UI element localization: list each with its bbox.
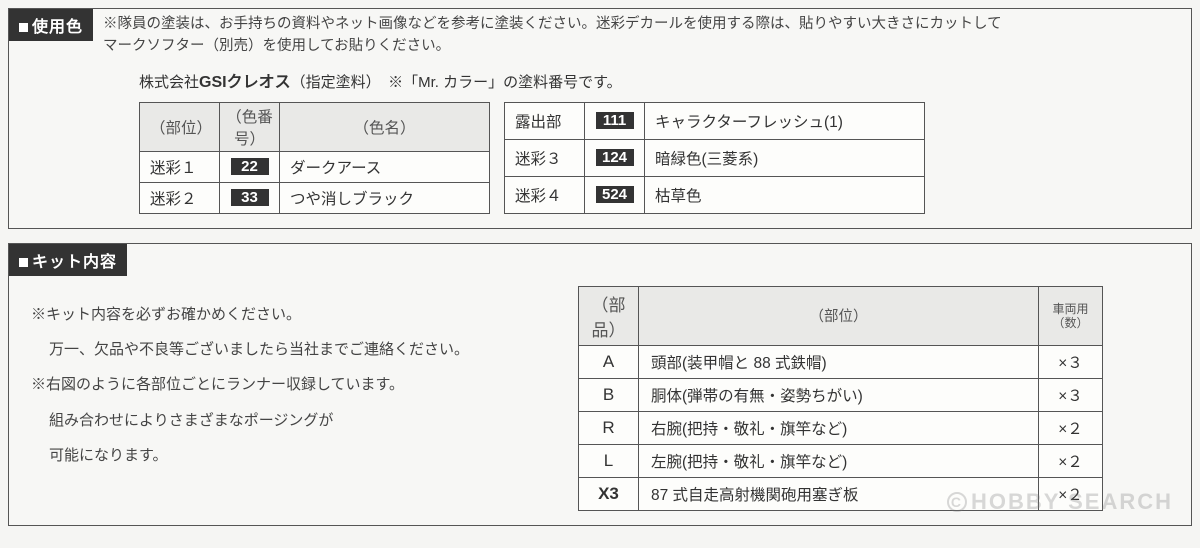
section-header: 使用色 ※隊員の塗装は、お手持ちの資料やネット画像などを参考に塗装ください。迷彩… <box>9 9 1191 58</box>
note-line-1: ※隊員の塗装は、お手持ちの資料やネット画像などを参考に塗装ください。迷彩デカール… <box>103 16 1002 32</box>
table-row: 迷彩４ 524 枯草色 <box>505 176 925 213</box>
section-kit: キット内容 ※キット内容を必ずお確かめください。 万一、欠品や不良等ございました… <box>8 243 1192 526</box>
table-row: R 右腕(把持・敬礼・旗竿など) ×２ <box>579 411 1103 444</box>
cell-pid: X3 <box>579 477 639 510</box>
kit-p1: ※キット内容を必ずお確かめください。 <box>31 300 558 329</box>
cell-num: 33 <box>220 182 280 213</box>
section-note: ※隊員の塗装は、お手持ちの資料やネット画像などを参考に塗装ください。迷彩デカール… <box>103 9 1191 58</box>
num-box: 22 <box>231 158 269 175</box>
table-row: B 胴体(弾帯の有無・姿勢ちがい) ×３ <box>579 378 1103 411</box>
cell-part: 迷彩２ <box>140 182 220 213</box>
section-colors: 使用色 ※隊員の塗装は、お手持ちの資料やネット画像などを参考に塗装ください。迷彩… <box>8 8 1192 229</box>
th-desc: （部位） <box>639 286 1039 345</box>
table-row: L 左腕(把持・敬礼・旗竿など) ×２ <box>579 444 1103 477</box>
table-row: 露出部 111 キャラクターフレッシュ(1) <box>505 102 925 139</box>
num-box: 111 <box>596 112 634 129</box>
table-row: 迷彩３ 124 暗緑色(三菱系) <box>505 139 925 176</box>
cell-desc: 胴体(弾帯の有無・姿勢ちがい) <box>639 378 1039 411</box>
cell-name: ダークアース <box>280 151 490 182</box>
cell-num: 111 <box>585 102 645 139</box>
th-qty: 車両用（数） <box>1039 286 1103 345</box>
cell-desc: 頭部(装甲帽と 88 式鉄帽) <box>639 345 1039 378</box>
section-title: 使用色 <box>9 9 93 41</box>
qty-l2: （数） <box>1052 316 1088 330</box>
cell-pid: R <box>579 411 639 444</box>
th-name: （色名） <box>280 102 490 151</box>
table-header-row: （部位） （色番号） （色名） <box>140 102 490 151</box>
cell-qty: ×３ <box>1039 345 1103 378</box>
company-bold: GSIクレオス <box>199 74 291 91</box>
color-tables-row: （部位） （色番号） （色名） 迷彩１ 22 ダークアース 迷彩２ 33 つや消… <box>9 102 1191 214</box>
kit-table: （部品） （部位） 車両用（数） A 頭部(装甲帽と 88 式鉄帽) ×３ B … <box>578 286 1103 511</box>
table-row: A 頭部(装甲帽と 88 式鉄帽) ×３ <box>579 345 1103 378</box>
num-box: 33 <box>231 189 269 206</box>
th-part: （部位） <box>140 102 220 151</box>
cell-qty: ×３ <box>1039 378 1103 411</box>
kit-body: ※キット内容を必ずお確かめください。 万一、欠品や不良等ございましたら当社までご… <box>9 286 1191 511</box>
cell-pid: B <box>579 378 639 411</box>
cell-name: つや消しブラック <box>280 182 490 213</box>
kit-p2: ※右図のように各部位ごとにランナー収録しています。 <box>31 370 558 399</box>
company-prefix: 株式会社 <box>139 74 199 91</box>
cell-qty: ×２ <box>1039 411 1103 444</box>
cell-part: 露出部 <box>505 102 585 139</box>
section-title: キット内容 <box>9 244 127 276</box>
cell-num: 124 <box>585 139 645 176</box>
cell-name: 枯草色 <box>645 176 925 213</box>
cell-pid: A <box>579 345 639 378</box>
cell-name: 暗緑色(三菱系) <box>645 139 925 176</box>
th-pid: （部品） <box>579 286 639 345</box>
color-table-right: 露出部 111 キャラクターフレッシュ(1) 迷彩３ 124 暗緑色(三菱系) … <box>504 102 925 214</box>
kit-p2c: 可能になります。 <box>31 441 558 470</box>
color-table-left: （部位） （色番号） （色名） 迷彩１ 22 ダークアース 迷彩２ 33 つや消… <box>139 102 490 214</box>
num-box: 124 <box>596 149 634 166</box>
cell-num: 524 <box>585 176 645 213</box>
th-num: （色番号） <box>220 102 280 151</box>
qty-l1: 車両用 <box>1052 302 1088 316</box>
kit-text: ※キット内容を必ずお確かめください。 万一、欠品や不良等ございましたら当社までご… <box>23 286 558 476</box>
kit-p1b: 万一、欠品や不良等ございましたら当社までご連絡ください。 <box>31 335 558 364</box>
section-header: キット内容 <box>9 244 1191 276</box>
num-box: 524 <box>596 186 634 203</box>
paint-company: 株式会社GSIクレオス（指定塗料） ※「Mr. カラー」の塗料番号です。 <box>139 68 1191 92</box>
cell-desc: 右腕(把持・敬礼・旗竿など) <box>639 411 1039 444</box>
cell-desc: 左腕(把持・敬礼・旗竿など) <box>639 444 1039 477</box>
cell-pid: L <box>579 444 639 477</box>
note-line-2: マークソフター（別売）を使用してお貼りください。 <box>103 38 450 54</box>
table-row: X3 87 式自走高射機関砲用塞ぎ板 ×２ <box>579 477 1103 510</box>
cell-num: 22 <box>220 151 280 182</box>
company-suffix: （指定塗料） ※「Mr. カラー」の塗料番号です。 <box>291 74 622 91</box>
cell-part: 迷彩１ <box>140 151 220 182</box>
table-row: 迷彩２ 33 つや消しブラック <box>140 182 490 213</box>
kit-p2b: 組み合わせによりさまざまなポージングが <box>31 406 558 435</box>
cell-part: 迷彩３ <box>505 139 585 176</box>
cell-qty: ×２ <box>1039 444 1103 477</box>
table-row: 迷彩１ 22 ダークアース <box>140 151 490 182</box>
cell-desc: 87 式自走高射機関砲用塞ぎ板 <box>639 477 1039 510</box>
cell-name: キャラクターフレッシュ(1) <box>645 102 925 139</box>
cell-part: 迷彩４ <box>505 176 585 213</box>
cell-qty: ×２ <box>1039 477 1103 510</box>
table-header-row: （部品） （部位） 車両用（数） <box>579 286 1103 345</box>
